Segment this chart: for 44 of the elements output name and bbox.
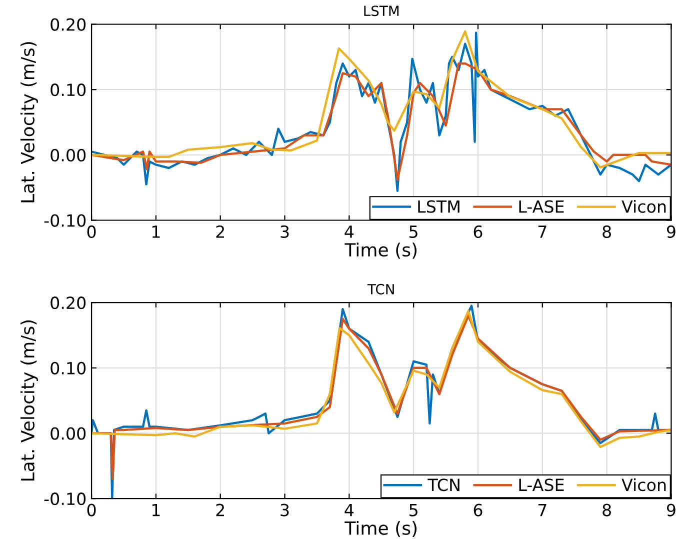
y-tick-label: -0.10 [44, 492, 86, 506]
legend-label: LSTM [418, 200, 460, 213]
x-tick-label: 9 [666, 504, 676, 516]
x-tick-label: 5 [410, 504, 418, 516]
y-axis-title: Lat. Velocity (m/s) [20, 42, 38, 202]
x-tick-label: 7 [538, 504, 546, 516]
x-tick-label: 3 [280, 225, 289, 238]
x-tick-label: 5 [410, 226, 418, 238]
line-series [92, 62, 672, 181]
y-tick-label: 0.20 [50, 18, 86, 31]
y-tick-label: 0.10 [50, 362, 86, 374]
x-tick-label: 9 [666, 225, 676, 238]
x-tick-label: 6 [474, 504, 482, 516]
x-axis-title: Time (s) [344, 520, 417, 538]
x-tick-label: 1 [152, 504, 160, 516]
y-axis-title: Lat. Velocity (m/s) [20, 320, 38, 481]
x-tick-label: 8 [602, 504, 611, 516]
line-series [92, 30, 672, 168]
y-tick-label: 0.10 [50, 84, 86, 96]
x-tick-label: 3 [280, 504, 289, 516]
legend-label: Vicon [622, 200, 666, 213]
chart-title: LSTM [364, 6, 399, 16]
chart-title: TCN [367, 284, 394, 294]
x-tick-label: 2 [216, 504, 224, 516]
x-axis-title: Time (s) [344, 242, 417, 259]
line-series [92, 310, 672, 448]
x-tick-label: 1 [152, 226, 160, 238]
y-tick-label: 0.00 [50, 427, 86, 440]
y-tick-label: -0.10 [44, 214, 86, 227]
x-tick-label: 4 [344, 226, 354, 238]
x-tick-label: 7 [538, 226, 546, 238]
y-tick-label: 0.20 [50, 296, 86, 310]
line-series [92, 32, 672, 192]
x-tick-label: 0 [87, 225, 96, 238]
legend-label: TCN [428, 478, 460, 492]
legend-label: L-ASE [519, 478, 564, 492]
x-tick-label: 6 [474, 225, 482, 238]
x-tick-label: 2 [216, 225, 224, 238]
x-tick-label: 8 [602, 225, 611, 238]
x-tick-label: 4 [344, 504, 354, 516]
legend-label: L-ASE [519, 200, 564, 213]
legend-label: Vicon [622, 478, 666, 492]
y-tick-label: 0.00 [50, 148, 86, 162]
x-tick-label: 0 [87, 504, 96, 516]
